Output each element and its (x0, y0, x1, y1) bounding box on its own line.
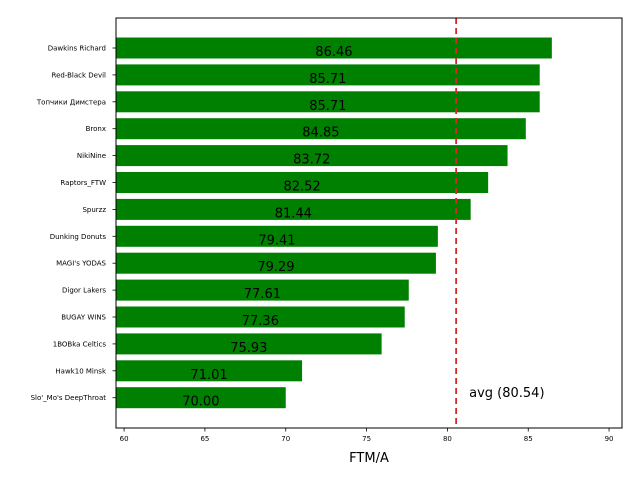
bar (116, 225, 438, 247)
y-tick-label: Dunking Donuts (50, 233, 107, 241)
bar (116, 306, 405, 328)
bar (116, 198, 471, 220)
bars-group (116, 37, 552, 409)
x-tick-label: 85 (524, 435, 533, 443)
y-tick-label: Spurzz (82, 206, 106, 214)
y-tick-label: 1BOBka Celtics (53, 340, 107, 348)
y-tick-label: Slo'_Mo's DeepThroat (31, 394, 107, 402)
y-tick-label: Dawkins Richard (48, 45, 106, 53)
x-tick-label: 75 (362, 435, 371, 443)
bar-value-label: 81.44 (275, 206, 312, 221)
bar-value-label: 83.72 (293, 153, 330, 168)
x-axis-title: FTM/A (349, 451, 389, 466)
bar-value-label: 84.85 (302, 126, 339, 141)
y-axis: Dawkins Richard Red-Black Devil Топчики Ди… (31, 45, 116, 402)
x-tick-label: 90 (605, 435, 614, 443)
bar-value-label: 79.29 (257, 260, 294, 275)
bar (116, 387, 286, 409)
y-tick-label: BUGAY WINS (61, 314, 106, 322)
bar (116, 91, 540, 113)
plot-frame (115, 17, 623, 429)
x-tick-label: 70 (281, 435, 290, 443)
bar (116, 37, 552, 59)
bar (116, 279, 409, 301)
average-label: avg (80.54) (469, 386, 544, 401)
x-tick-label: 60 (120, 435, 129, 443)
x-tick-label: 65 (200, 435, 209, 443)
bar (116, 252, 436, 274)
bar-value-label: 71.01 (190, 368, 227, 383)
bar (116, 64, 540, 86)
bar (116, 360, 303, 382)
y-tick-label: Digor Lakers (62, 287, 106, 295)
bar-value-label: 85.71 (309, 72, 346, 87)
bar-value-label: 70.00 (182, 395, 219, 410)
x-axis: 60 65 70 75 80 85 90 (120, 428, 614, 443)
bar-value-label: 79.41 (258, 233, 295, 248)
y-tick-label: NikiNine (77, 152, 106, 160)
bar-value-label: 85.71 (309, 99, 346, 114)
bar (116, 118, 526, 140)
bar-value-label: 86.46 (315, 45, 352, 60)
value-labels-group: 86.46 85.71 85.71 84.85 83.72 82.52 81.44 79.41… (182, 45, 352, 410)
y-tick-label: Raptors_FTW (60, 179, 106, 187)
x-tick-label: 80 (443, 435, 452, 443)
y-tick-label: Топчики Димстера (36, 98, 106, 106)
bar (116, 172, 489, 193)
bar (116, 333, 382, 355)
y-tick-label: MAGI's YODAS (56, 260, 106, 268)
y-tick-label: Red-Black Devil (52, 71, 107, 79)
bar-value-label: 77.36 (242, 314, 279, 329)
y-tick-label: Bronx (86, 125, 106, 133)
bar-value-label: 77.61 (244, 287, 281, 302)
bar-value-label: 75.93 (230, 341, 267, 356)
y-tick-label: Hawk10 Minsk (55, 367, 107, 375)
bar-value-label: 82.52 (283, 180, 320, 195)
bar (116, 145, 508, 167)
